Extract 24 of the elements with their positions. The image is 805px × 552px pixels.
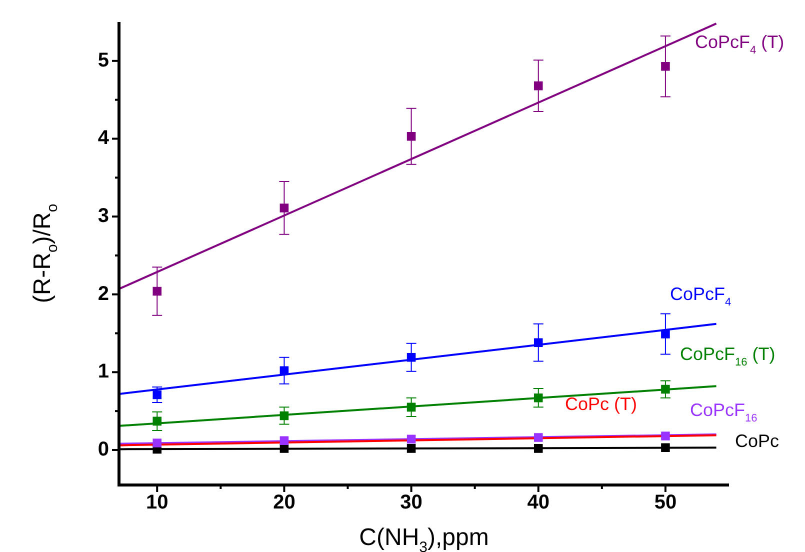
x-tick-label: 50 [654,492,677,514]
y-tick-label: 4 [98,127,110,150]
point [152,438,162,448]
point [280,436,289,446]
x-tick-label: 10 [146,492,168,514]
y-tick-label: 3 [98,205,109,228]
point [534,444,543,453]
x-tick-label: 30 [400,492,422,514]
y-tick-label: 5 [98,49,109,72]
y-tick-label: 1 [98,360,109,383]
point [661,432,670,440]
y-axis-title: (R-Ro)/Ro [29,204,62,304]
point [661,443,670,452]
point [406,444,416,453]
series-label: CoPc (T) [565,394,637,414]
y-tick-label: 0 [98,438,109,460]
point [661,330,670,338]
point [534,433,543,442]
point [534,338,543,347]
point [406,434,416,444]
series-label: CoPc [735,431,780,451]
x-tick-label: 40 [527,492,550,514]
y-tick-label: 2 [98,282,109,305]
x-tick-label: 20 [273,492,296,514]
